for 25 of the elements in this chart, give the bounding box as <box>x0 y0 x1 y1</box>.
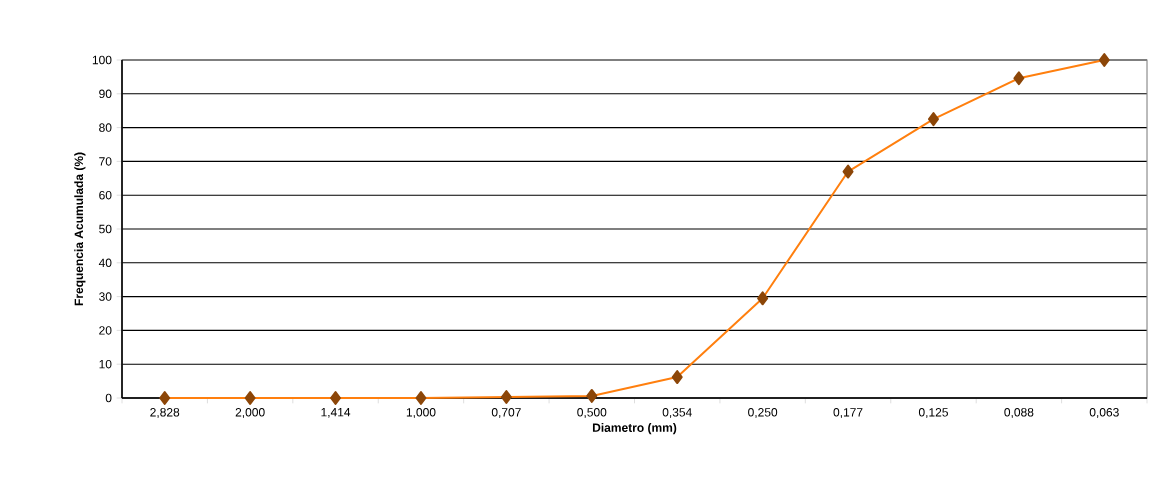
y-tick-label: 50 <box>99 224 112 234</box>
x-axis-title: Diametro (mm) <box>592 423 677 435</box>
y-tick-label: 90 <box>99 89 112 99</box>
x-tick-label: 0,088 <box>1004 408 1034 418</box>
y-tick-label: 0 <box>105 393 112 403</box>
y-axis-title: Frequencia Acumulada (%) <box>74 152 86 306</box>
x-tick-label: 0,125 <box>918 408 948 418</box>
y-tick-label: 10 <box>99 359 112 369</box>
y-tick-label: 20 <box>99 326 112 335</box>
x-tick-label: 0,500 <box>577 408 607 418</box>
y-tick-label: 60 <box>99 190 112 200</box>
x-tick-label: 2,000 <box>235 408 265 418</box>
x-tick-label: 2,828 <box>150 408 180 418</box>
x-tick-label: 0,707 <box>491 408 521 418</box>
x-tick-label: 1,000 <box>406 408 436 418</box>
x-tick-label: 0,354 <box>662 408 692 418</box>
x-tick-label: 0,063 <box>1089 408 1119 418</box>
y-tick-label: 70 <box>99 157 112 166</box>
x-tick-label: 0,177 <box>833 408 863 418</box>
y-tick-label: 40 <box>98 258 112 268</box>
y-tick-label: 100 <box>92 55 112 65</box>
y-tick-label: 30 <box>99 292 112 301</box>
y-tick-label: 80 <box>99 123 112 132</box>
x-tick-label: 0,250 <box>748 408 778 418</box>
x-tick-label: 1,414 <box>321 408 351 418</box>
